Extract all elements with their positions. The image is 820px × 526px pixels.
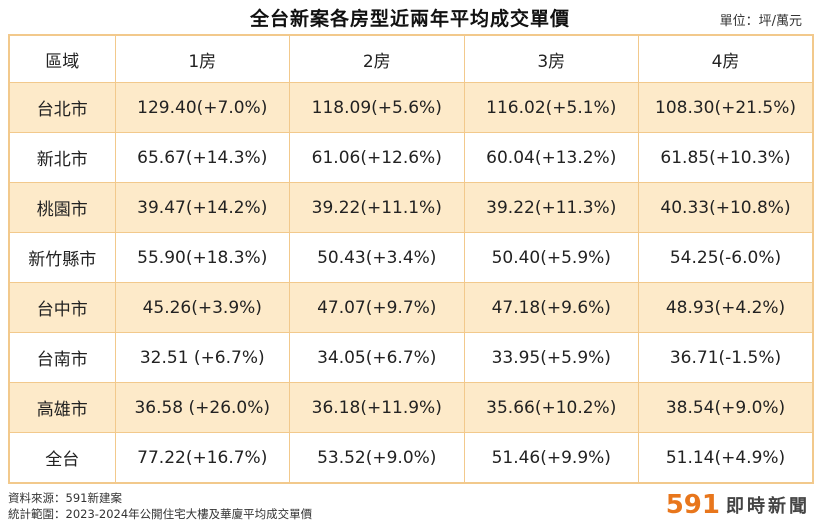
region-cell: 台北市 [8,82,116,133]
table-row: 新竹縣市 55.90(+18.3%) 50.43(+3.4%) 50.40(+5… [8,232,814,283]
price-cell: 39.22(+11.3%) [463,182,639,233]
price-cell: 60.04(+13.2%) [463,132,639,183]
header-1-room: 1房 [114,34,290,83]
brand-text: 即時新聞 [726,496,810,517]
price-cell: 45.26(+3.9%) [114,282,290,333]
price-cell: 32.51 (+6.7%) [114,332,290,383]
price-cell: 33.95(+5.9%) [463,332,639,383]
table-row: 桃園市 39.47(+14.2%) 39.22(+11.1%) 39.22(+1… [8,182,814,233]
table-row: 台中市 45.26(+3.9%) 47.07(+9.7%) 47.18(+9.6… [8,282,814,333]
price-cell: 54.25(-6.0%) [638,232,814,283]
price-cell: 47.07(+9.7%) [289,282,465,333]
chart-title: 全台新案各房型近兩年平均成交單價 [249,8,570,30]
price-cell: 61.06(+12.6%) [289,132,465,183]
table-row: 全台 77.22(+16.7%) 53.52(+9.0%) 51.46(+9.9… [8,432,814,484]
price-cell: 61.85(+10.3%) [638,132,814,183]
header-3-room: 3房 [463,34,639,83]
region-cell: 台南市 [8,332,116,383]
table-row: 台北市 129.40(+7.0%) 118.09(+5.6%) 116.02(+… [8,82,814,133]
price-cell: 65.67(+14.3%) [114,132,290,183]
unit-label: 單位：坪/萬元 [719,14,802,29]
price-cell: 47.18(+9.6%) [463,282,639,333]
header-2-room: 2房 [289,34,465,83]
table-row: 新北市 65.67(+14.3%) 61.06(+12.6%) 60.04(+1… [8,132,814,183]
table-row: 高雄市 36.58 (+26.0%) 36.18(+11.9%) 35.66(+… [8,382,814,433]
table-row: 台南市 32.51 (+6.7%) 34.05(+6.7%) 33.95(+5.… [8,332,814,383]
price-cell: 77.22(+16.7%) [114,432,290,484]
price-cell: 53.52(+9.0%) [289,432,465,484]
region-cell: 桃園市 [8,182,116,233]
price-cell: 36.58 (+26.0%) [114,382,290,433]
price-cell: 39.47(+14.2%) [114,182,290,233]
region-cell: 新北市 [8,132,116,183]
source-note: 資料來源：591新建案 [8,491,122,505]
price-cell: 34.05(+6.7%) [289,332,465,383]
header-4-room: 4房 [638,34,814,83]
price-cell: 36.71(-1.5%) [638,332,814,383]
price-cell: 108.30(+21.5%) [638,82,814,133]
price-cell: 118.09(+5.6%) [289,82,465,133]
price-cell: 39.22(+11.1%) [289,182,465,233]
price-cell: 51.46(+9.9%) [463,432,639,484]
price-table: 區域 1房 2房 3房 4房 台北市 129.40(+7.0%) 118.09(… [8,34,814,484]
region-cell: 高雄市 [8,382,116,433]
brand-logo: 591 即時新聞 [666,490,810,520]
price-cell: 36.18(+11.9%) [289,382,465,433]
region-cell: 新竹縣市 [8,232,116,283]
scope-note: 統計範圍：2023-2024年公開住宅大樓及華廈平均成交單價 [8,507,313,521]
price-cell: 116.02(+5.1%) [463,82,639,133]
price-cell: 55.90(+18.3%) [114,232,290,283]
price-cell: 48.93(+4.2%) [638,282,814,333]
price-cell: 129.40(+7.0%) [114,82,290,133]
price-cell: 40.33(+10.8%) [638,182,814,233]
header-region: 區域 [8,34,116,83]
price-cell: 50.40(+5.9%) [463,232,639,283]
brand-number: 591 [665,490,720,520]
price-cell: 50.43(+3.4%) [289,232,465,283]
price-cell: 51.14(+4.9%) [638,432,814,484]
footer-notes: 資料來源：591新建案 統計範圍：2023-2024年公開住宅大樓及華廈平均成交… [8,490,312,522]
price-cell: 35.66(+10.2%) [463,382,639,433]
table-header-row: 區域 1房 2房 3房 4房 [8,34,814,83]
region-cell: 全台 [8,432,116,484]
price-cell: 38.54(+9.0%) [638,382,814,433]
region-cell: 台中市 [8,282,116,333]
